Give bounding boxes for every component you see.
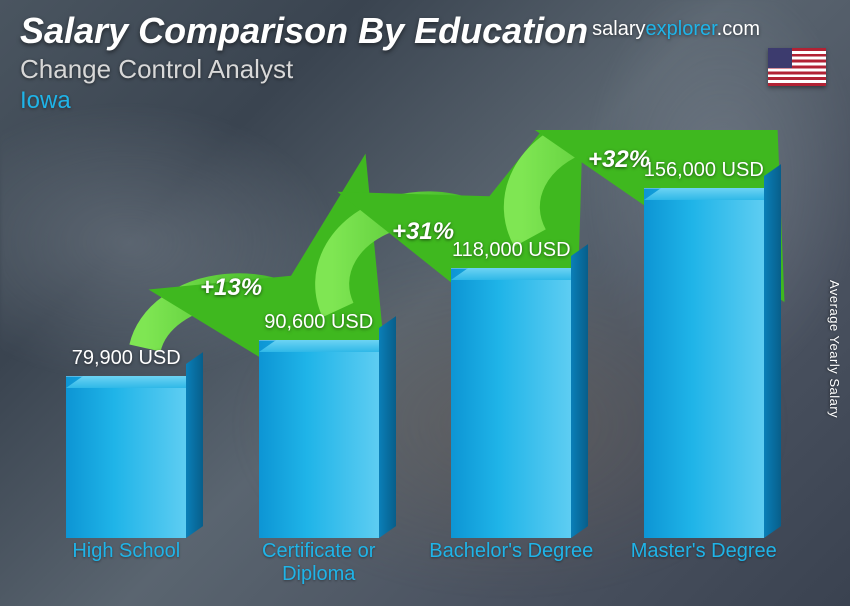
bar-0 (66, 376, 186, 538)
bar-slot-3: 156,000 USD (619, 159, 788, 538)
x-labels: High School Certificate or Diploma Bache… (30, 540, 800, 588)
bar-side-face (764, 164, 781, 538)
bar-front-face (259, 340, 379, 538)
bar-side-face (571, 244, 588, 538)
bar-value-0: 79,900 USD (72, 347, 181, 370)
bar-top-face (644, 188, 781, 200)
chart-title: Salary Comparison By Education (20, 10, 830, 52)
x-label-1: Certificate or Diploma (234, 540, 403, 588)
chart-subtitle: Change Control Analyst (20, 54, 830, 85)
bar-slot-1: 90,600 USD (234, 311, 403, 538)
bar-side-face (186, 352, 203, 538)
bar-top-face (66, 376, 203, 388)
bar-front-face (66, 376, 186, 538)
x-label-0: High School (42, 540, 211, 588)
bar-value-2: 118,000 USD (452, 239, 571, 262)
bar-top-face (259, 340, 396, 352)
bar-3 (644, 188, 764, 538)
bar-top-face (451, 268, 588, 280)
bar-slot-0: 79,900 USD (42, 347, 211, 538)
bar-1 (259, 340, 379, 538)
header-block: Salary Comparison By Education Change Co… (20, 10, 830, 115)
bar-front-face (451, 268, 571, 538)
y-axis-label: Average Yearly Salary (827, 280, 842, 418)
bar-side-face (379, 316, 396, 538)
bar-value-3: 156,000 USD (644, 159, 764, 182)
bar-slot-2: 118,000 USD (427, 239, 596, 538)
chart-area: +13% +31% +32% 79,900 USD 90,600 USD 118… (30, 130, 800, 588)
bars-container: 79,900 USD 90,600 USD 118,000 USD (30, 130, 800, 538)
chart-location: Iowa (20, 87, 830, 115)
bar-2 (451, 268, 571, 538)
bar-value-1: 90,600 USD (264, 311, 373, 334)
bar-front-face (644, 188, 764, 538)
x-label-2: Bachelor's Degree (427, 540, 596, 588)
x-label-3: Master's Degree (619, 540, 788, 588)
